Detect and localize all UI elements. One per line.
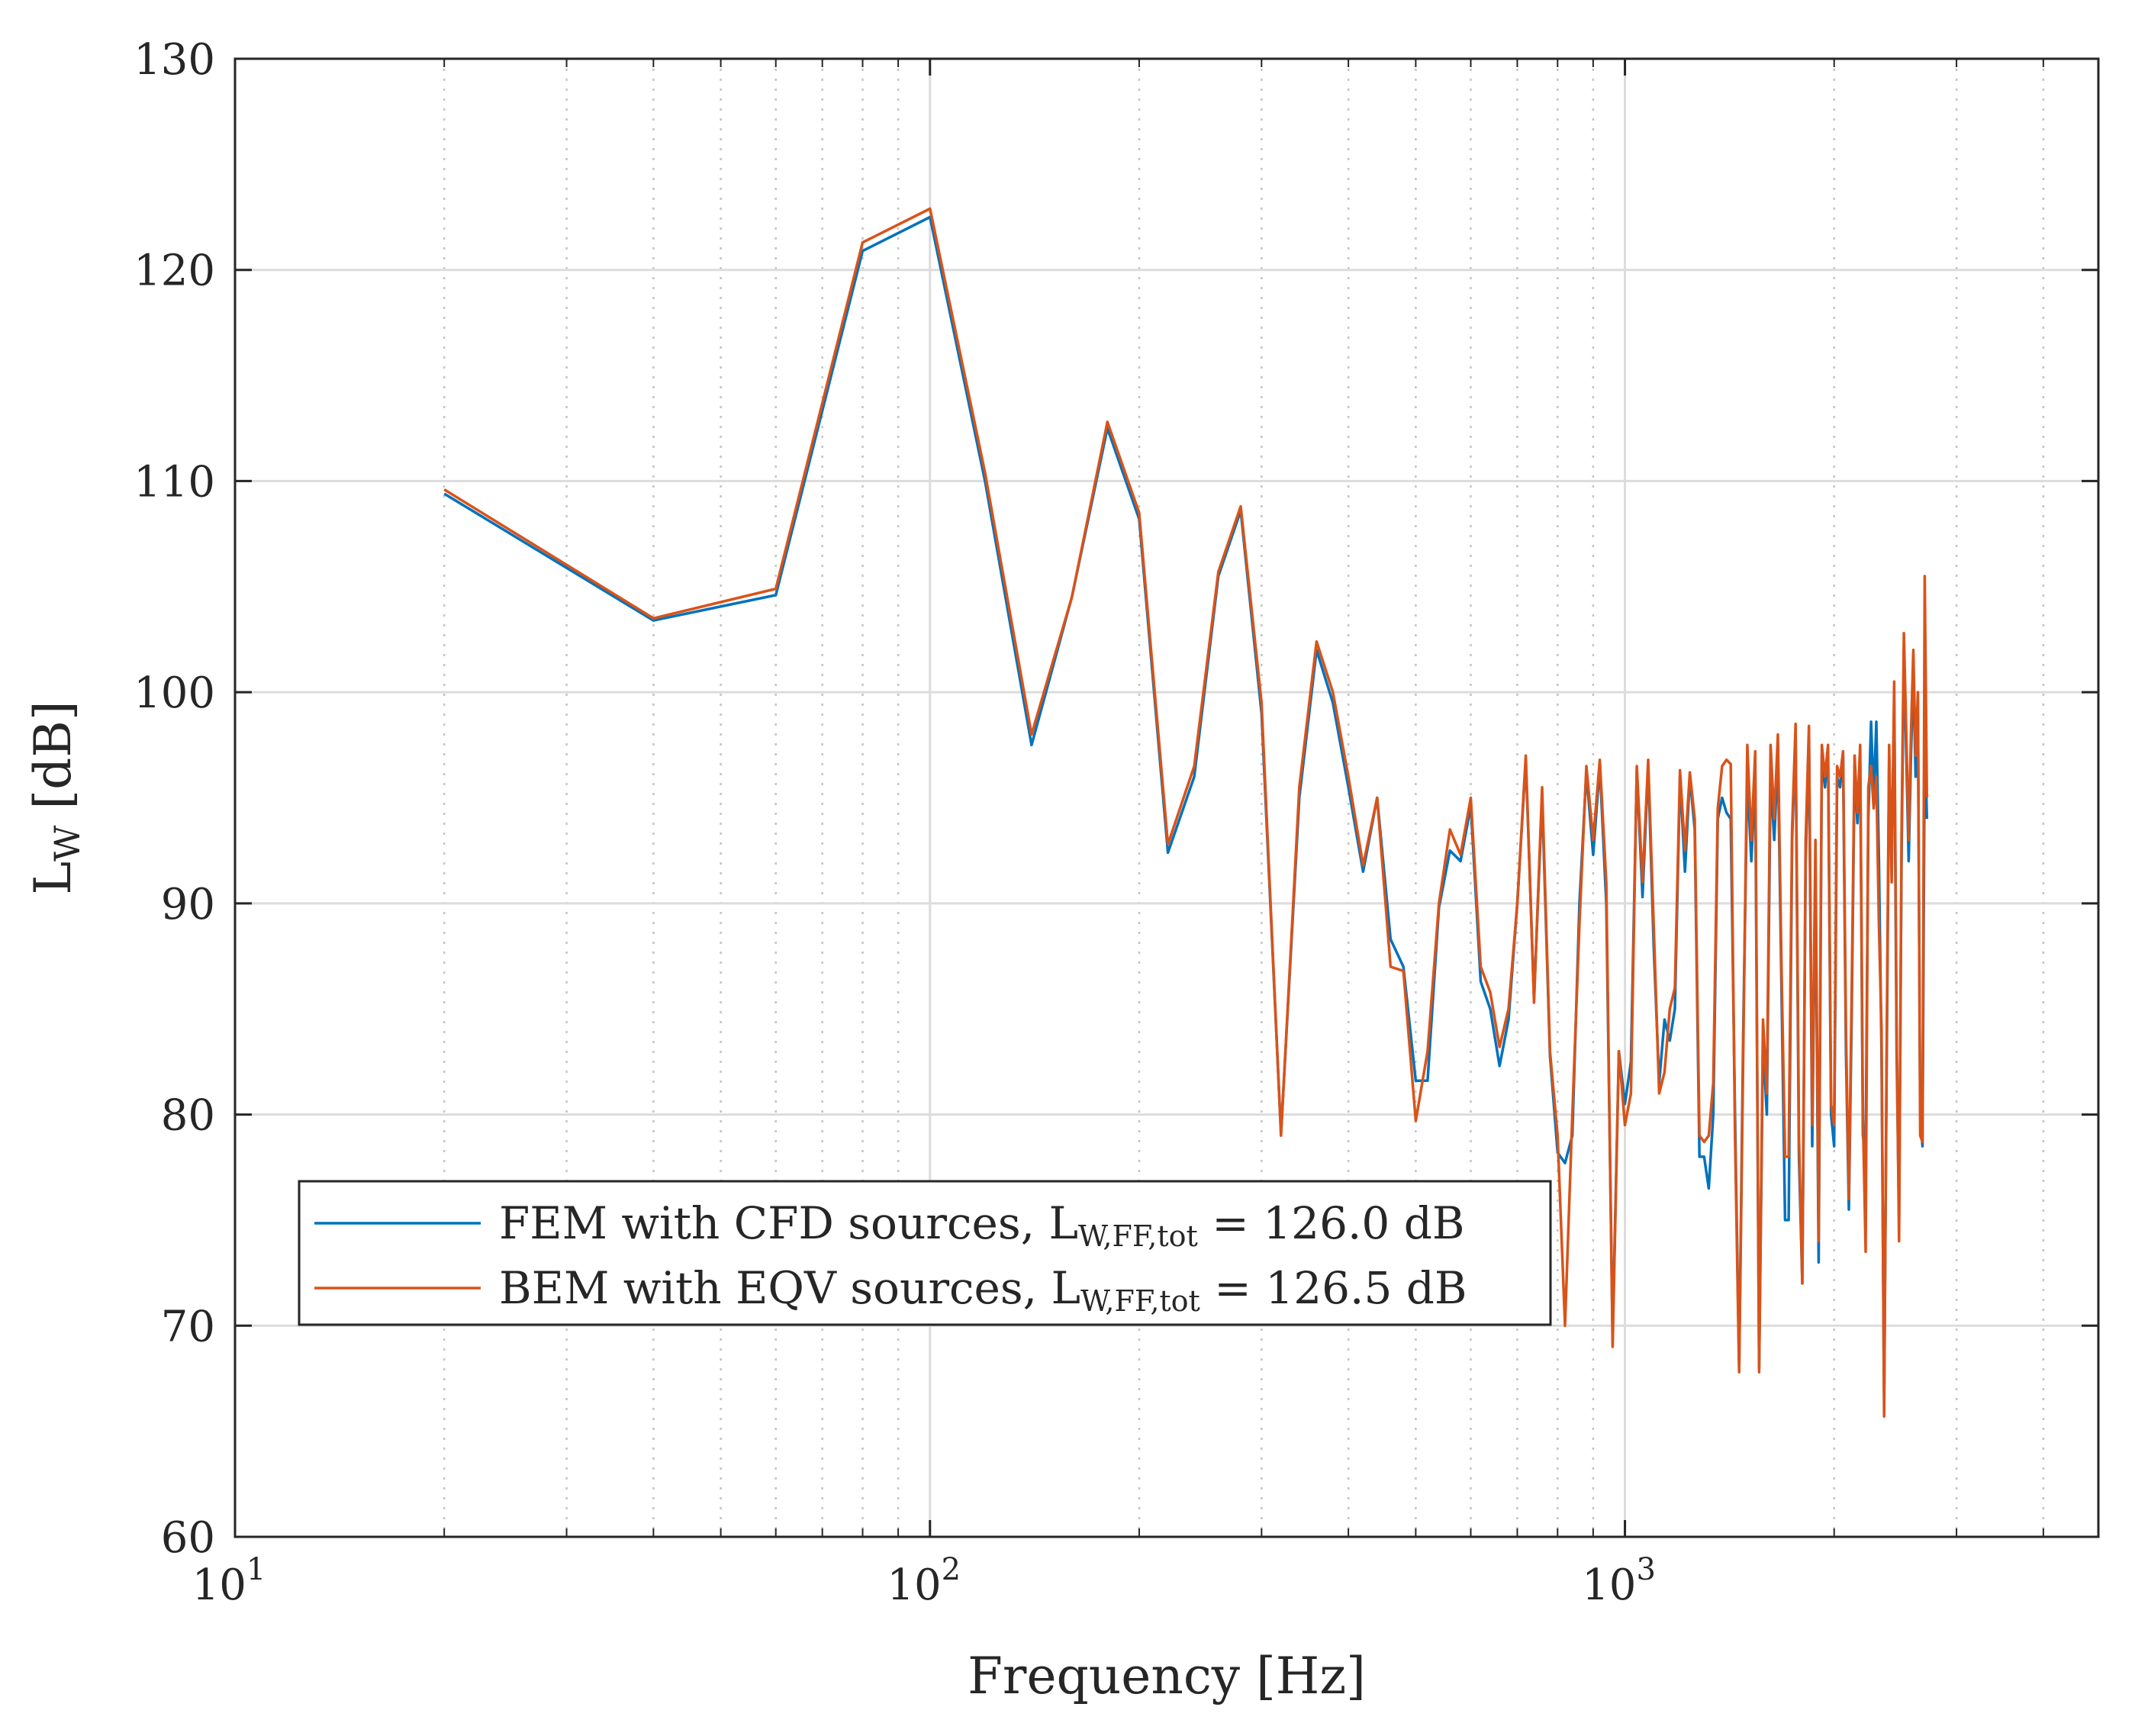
x-tick-label-base: 10 (192, 1560, 246, 1610)
y-tick-label: 90 (161, 880, 215, 929)
y-tick-label: 110 (134, 457, 215, 507)
x-tick-label: 101 (192, 1552, 266, 1610)
legend-entry-fem-prefix: FEM with CFD sources, (499, 1197, 1048, 1249)
legend-entry-bem-symbol: L (1051, 1262, 1081, 1314)
y-axis-label-symbol: L (24, 862, 82, 895)
legend: FEM with CFD sources, LW,FF,tot = 126.0 … (298, 1180, 1552, 1326)
y-tick-label: 80 (161, 1091, 215, 1141)
y-tick-label: 130 (134, 35, 215, 85)
series-line-fem (443, 215, 1929, 1401)
x-tick-label-base: 10 (887, 1560, 941, 1610)
legend-entry-fem-symbol: L (1048, 1197, 1078, 1249)
legend-entry-fem: FEM with CFD sources, LW,FF,tot = 126.0 … (499, 1197, 1465, 1253)
y-tick-label: 70 (161, 1302, 215, 1351)
plot-frame (233, 57, 2100, 1538)
y-tick-label: 120 (134, 246, 215, 296)
y-axis-label-subscript: W (47, 825, 88, 862)
y-tick-label: 100 (134, 668, 215, 718)
y-axis-label: LW [dB] (24, 701, 88, 894)
x-tick-label-base: 10 (1582, 1560, 1636, 1610)
x-tick-label-exponent: 1 (246, 1552, 266, 1587)
legend-entry-bem: BEM with EQV sources, LW,FF,tot = 126.5 … (499, 1262, 1467, 1318)
x-tick-label-exponent: 2 (942, 1552, 961, 1587)
legend-entry-bem-value: = 126.5 dB (1200, 1262, 1467, 1314)
y-tick-label: 60 (161, 1513, 215, 1563)
x-tick-label-exponent: 3 (1636, 1552, 1655, 1587)
x-tick-label: 103 (1582, 1552, 1656, 1610)
x-tick-label: 102 (887, 1552, 961, 1610)
legend-box (298, 1180, 1552, 1326)
series-line-bem (443, 207, 1929, 1419)
legend-entry-bem-subscript: W,FF,tot (1080, 1284, 1200, 1318)
series-layer (443, 207, 1929, 1419)
ticks (233, 57, 2098, 1538)
x-axis-label: Frequency [Hz] (968, 1647, 1366, 1705)
legend-entry-fem-value: = 126.0 dB (1198, 1197, 1465, 1249)
legend-entry-fem-subscript: W,FF,tot (1078, 1219, 1198, 1253)
y-axis-label-unit: [dB] (24, 701, 82, 825)
legend-entry-bem-prefix: BEM with EQV sources, (499, 1262, 1051, 1314)
